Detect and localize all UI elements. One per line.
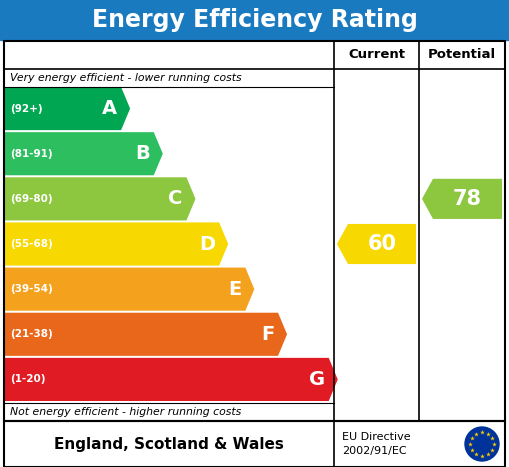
Text: B: B [135,144,150,163]
Bar [0,0,509,40]
Polygon shape [5,358,338,401]
Polygon shape [5,268,254,311]
Text: (21-38): (21-38) [10,329,53,340]
Polygon shape [5,177,195,220]
Text: G: G [308,370,325,389]
Text: 78: 78 [453,189,482,209]
Polygon shape [337,224,416,264]
Polygon shape [5,87,130,130]
Text: D: D [199,234,215,254]
Bar [4,421,505,467]
Text: England, Scotland & Wales: England, Scotland & Wales [54,437,284,452]
Text: Not energy efficient - higher running costs: Not energy efficient - higher running co… [10,407,241,417]
Text: Current: Current [348,49,405,62]
Text: E: E [228,280,241,298]
Text: Energy Efficiency Rating: Energy Efficiency Rating [92,8,417,32]
Text: (39-54): (39-54) [10,284,53,294]
Text: F: F [261,325,274,344]
Text: (69-80): (69-80) [10,194,52,204]
Polygon shape [422,179,502,219]
Text: Potential: Potential [428,49,496,62]
Text: A: A [102,99,117,118]
Text: (1-20): (1-20) [10,375,45,384]
Text: (81-91): (81-91) [10,149,52,159]
Bar [4,41,505,421]
Text: EU Directive
2002/91/EC: EU Directive 2002/91/EC [342,432,411,456]
Text: (55-68): (55-68) [10,239,53,249]
Polygon shape [5,132,163,175]
Text: C: C [168,189,183,208]
Text: Very energy efficient - lower running costs: Very energy efficient - lower running co… [10,73,242,83]
Circle shape [465,427,499,461]
Polygon shape [5,313,287,356]
Polygon shape [5,222,228,266]
Text: 60: 60 [367,234,397,254]
Text: (92+): (92+) [10,104,43,113]
